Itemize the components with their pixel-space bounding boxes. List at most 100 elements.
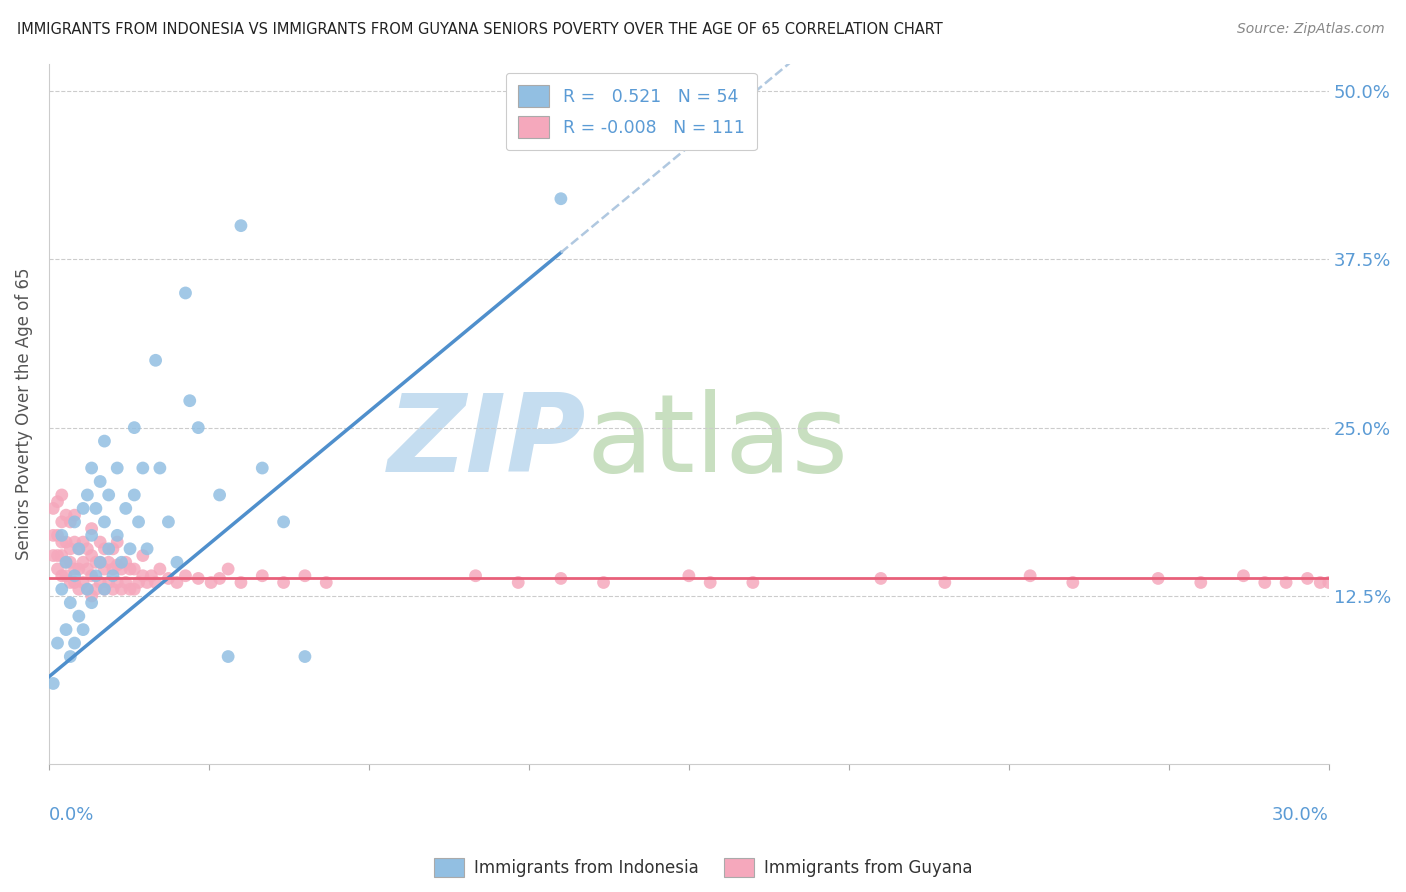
Point [89, 575, 111, 590]
Text: Source: ZipAtlas.com: Source: ZipAtlas.com [1237, 22, 1385, 37]
Point [42, 501, 65, 516]
Point [89, 535, 111, 549]
Point [118, 582, 141, 597]
Point [76, 582, 98, 597]
Point [157, 515, 180, 529]
Point [51, 515, 73, 529]
Point [252, 461, 274, 475]
Point [1147, 571, 1170, 585]
Point [67, 541, 90, 556]
Point [72, 555, 94, 569]
Point [101, 582, 124, 597]
Point [1403, 575, 1406, 590]
Point [200, 575, 222, 590]
Point [84, 501, 107, 516]
Point [187, 420, 209, 434]
Point [869, 571, 891, 585]
Point [294, 649, 316, 664]
Point [464, 568, 486, 582]
Point [63, 568, 86, 582]
Point [42, 549, 65, 563]
Point [80, 528, 103, 542]
Point [105, 528, 128, 542]
Point [59, 596, 82, 610]
Point [1360, 575, 1382, 590]
Point [63, 562, 86, 576]
Point [105, 558, 128, 572]
Point [118, 541, 141, 556]
Point [114, 555, 136, 569]
Point [145, 353, 167, 368]
Point [63, 515, 86, 529]
Point [84, 582, 107, 597]
Point [55, 555, 77, 569]
Point [110, 582, 132, 597]
Point [128, 515, 150, 529]
Point [1382, 575, 1405, 590]
Point [51, 528, 73, 542]
Point [1019, 568, 1042, 582]
Point [128, 575, 150, 590]
Point [93, 515, 115, 529]
Point [179, 393, 201, 408]
Point [55, 623, 77, 637]
Point [174, 568, 197, 582]
Point [110, 562, 132, 576]
Point [678, 568, 700, 582]
Point [59, 515, 82, 529]
Point [217, 649, 239, 664]
Point [118, 562, 141, 576]
Point [93, 434, 115, 449]
Point [124, 562, 146, 576]
Point [101, 541, 124, 556]
Point [97, 488, 120, 502]
Y-axis label: Seniors Poverty Over the Age of 65: Seniors Poverty Over the Age of 65 [15, 268, 32, 560]
Point [51, 582, 73, 597]
Point [110, 555, 132, 569]
Point [315, 575, 337, 590]
Point [51, 549, 73, 563]
Point [149, 461, 172, 475]
Point [1189, 575, 1212, 590]
Point [208, 488, 231, 502]
Point [101, 568, 124, 582]
Point [1317, 575, 1340, 590]
Point [63, 575, 86, 590]
Point [93, 582, 115, 597]
Point [741, 575, 763, 590]
Point [252, 568, 274, 582]
Point [145, 575, 167, 590]
Point [59, 575, 82, 590]
Point [132, 568, 155, 582]
Point [63, 636, 86, 650]
Point [174, 285, 197, 300]
Point [1232, 568, 1254, 582]
Point [84, 568, 107, 582]
Point [55, 568, 77, 582]
Point [273, 515, 295, 529]
Point [132, 549, 155, 563]
Point [1309, 575, 1331, 590]
Point [105, 535, 128, 549]
Point [1254, 575, 1277, 590]
Point [93, 541, 115, 556]
Point [934, 575, 956, 590]
Point [124, 420, 146, 434]
Point [93, 562, 115, 576]
Point [55, 555, 77, 569]
Point [187, 571, 209, 585]
Point [46, 494, 69, 508]
Point [508, 575, 530, 590]
Point [97, 555, 120, 569]
Point [76, 562, 98, 576]
Point [67, 582, 90, 597]
Point [97, 575, 120, 590]
Point [42, 528, 65, 542]
Point [59, 649, 82, 664]
Point [42, 676, 65, 690]
Point [592, 575, 614, 590]
Point [80, 522, 103, 536]
Point [550, 192, 572, 206]
Point [72, 501, 94, 516]
Point [67, 541, 90, 556]
